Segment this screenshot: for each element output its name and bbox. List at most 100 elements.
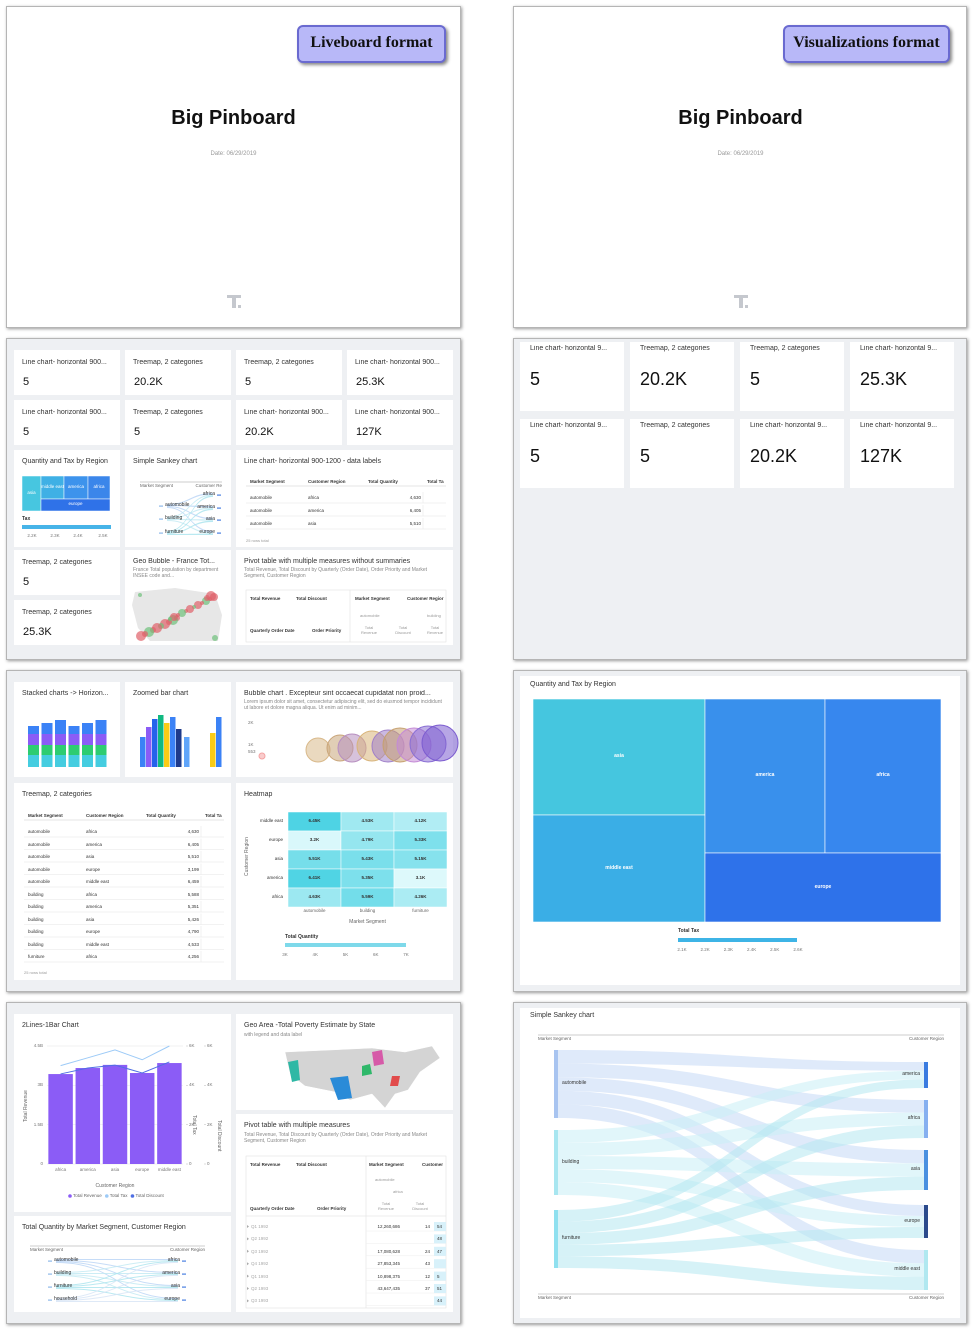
pivot-value-header: Total Discount [395, 625, 411, 635]
kpi-title: Treemap, 2 categories [640, 422, 710, 429]
cover-date: Date: 06/29/2019 [210, 151, 257, 157]
card [14, 400, 120, 445]
heatmap-cell-label: 5.59K [361, 894, 374, 899]
kpi-value: 5 [134, 426, 141, 438]
table-cell: middle east [86, 941, 110, 947]
kpi-title: Line chart- horizontal 9... [860, 345, 938, 352]
axis-title: Total Tax [191, 1115, 197, 1135]
card [14, 350, 120, 395]
table-cell: automobile [28, 854, 51, 859]
legend-tick: 6K [372, 952, 379, 957]
legend-tick: 3K [282, 952, 288, 957]
card [740, 342, 844, 411]
card [236, 450, 453, 547]
card-title: Treemap, 2 categories [22, 791, 92, 798]
heatmap-cell-label: 4.63K [308, 894, 321, 899]
table-cell: europe [86, 866, 101, 872]
card-title: Geo Bubble - France Tot... [133, 558, 215, 565]
pivot-cell: 5 [437, 1273, 440, 1279]
card [630, 419, 734, 488]
sankey-node-label: furniture [562, 1235, 581, 1241]
table-cell: europe [86, 929, 101, 934]
pivot-value-header: Total Discount [412, 1201, 428, 1211]
pivot-cell: 43,647,435 [377, 1286, 400, 1291]
sankey-node-label: asia [910, 1166, 920, 1172]
x-tick-label: africa [55, 1167, 67, 1172]
heatmap-cell-label: 6.45K [308, 818, 321, 823]
pivot-cell: 17,080,628 [377, 1248, 400, 1254]
table-cell: 4,630 [187, 829, 199, 834]
kpi-value: 20.2K [134, 376, 163, 388]
sankey-node-label: building [562, 1158, 580, 1165]
kpi-value: 5 [750, 369, 761, 389]
card-title: Geo Area -Total Poverty Estimate by Stat… [244, 1022, 376, 1029]
treemap-label: middle east [41, 483, 65, 489]
sankey-header: Customer Re [195, 483, 222, 488]
heatmap-row-label: middle east [259, 818, 283, 823]
sankey-node-label: building [54, 1270, 72, 1276]
sankey-node-label: automobile [54, 1257, 79, 1263]
heatmap-row-label: europe [268, 837, 283, 842]
kpi-title: Line chart- horizontal 9... [530, 422, 608, 429]
heatmap-row-label: america [266, 875, 283, 880]
card-title: Total Quantity by Market Segment, Custom… [22, 1224, 186, 1231]
table-cell: 5,510 [187, 854, 199, 859]
y-tick-label: 2K [207, 1121, 213, 1127]
sankey-node-label: europe [199, 529, 215, 535]
x-tick-label: america [79, 1167, 96, 1172]
pivot-value-header: Total Revenue [377, 1201, 394, 1211]
heatmap-col-label: automobile [303, 908, 326, 913]
kpi-title: Treemap, 2 categories [133, 409, 203, 416]
card-title: Quantity and Tax by Region [22, 458, 108, 465]
heatmap-cell-label: 5.33K [414, 837, 427, 842]
kpi-title: Line chart- horizontal 9... [750, 422, 828, 429]
x-tick-label: middle east [157, 1167, 181, 1172]
table-cell: africa [308, 495, 320, 500]
pivot-cell: 24 [424, 1248, 430, 1254]
sankey-header: Market Segment [538, 1036, 572, 1041]
table-cell: 3,199 [187, 866, 199, 872]
pivot-header: Total Discount [296, 1162, 327, 1167]
pivot-cell: 12,260,686 [377, 1224, 400, 1229]
heatmap-cell-label: 3.1K [415, 875, 426, 880]
sankey-node-label: africa [167, 1257, 180, 1263]
table-cell: 4,630 [409, 495, 421, 500]
kpi-title: Line chart- horizontal 900... [22, 409, 107, 416]
kpi-title: Line chart- horizontal 900... [355, 409, 440, 416]
pivot-header: Market Segment [355, 596, 390, 601]
table-cell: africa [86, 954, 98, 959]
pivot-row-label: Q4 1992 [251, 1261, 269, 1267]
pivot-cell: 47 [437, 1248, 443, 1254]
table-cell: building [28, 916, 44, 922]
sankey-node-label: household [54, 1296, 78, 1302]
heatmap-col-label: furniture [412, 908, 429, 913]
y-tick-label: 0 [40, 1161, 43, 1166]
card-title: Quantity and Tax by Region [530, 681, 616, 688]
legend-tick: 4K [312, 952, 318, 957]
card-subtitle: Total Revenue, Total Discount by Quarter… [244, 567, 428, 579]
sankey-node-label: africa [202, 491, 215, 497]
heatmap-cell-label: 4.79K [361, 837, 374, 842]
legend-title: Total Quantity [285, 934, 319, 940]
card [520, 342, 624, 411]
kpi-title: Treemap, 2 categories [133, 359, 203, 366]
y-tick-label: 6K [207, 1043, 213, 1048]
heatmap-col-label: building [359, 908, 376, 913]
card [520, 419, 624, 488]
sankey-header: Customer Region [908, 1295, 944, 1300]
y-tick-label: 4K [189, 1082, 195, 1088]
pivot-cell: 27,853,345 [377, 1261, 400, 1267]
table-cell: america [308, 508, 325, 513]
x-tick-label: asia [110, 1167, 120, 1172]
card [14, 783, 231, 980]
table-cell: america [86, 904, 103, 909]
card [630, 342, 734, 411]
legend-tick: 2.3K [50, 533, 60, 538]
table-cell: africa [86, 829, 98, 834]
pivot-header: Customer Regior [407, 596, 444, 601]
kpi-value: 20.2K [750, 446, 798, 466]
legend-title: Total Tax [678, 928, 700, 934]
card [347, 350, 453, 395]
table-cell: middle east [86, 879, 110, 884]
legend-tick: 2.4K [73, 533, 83, 538]
